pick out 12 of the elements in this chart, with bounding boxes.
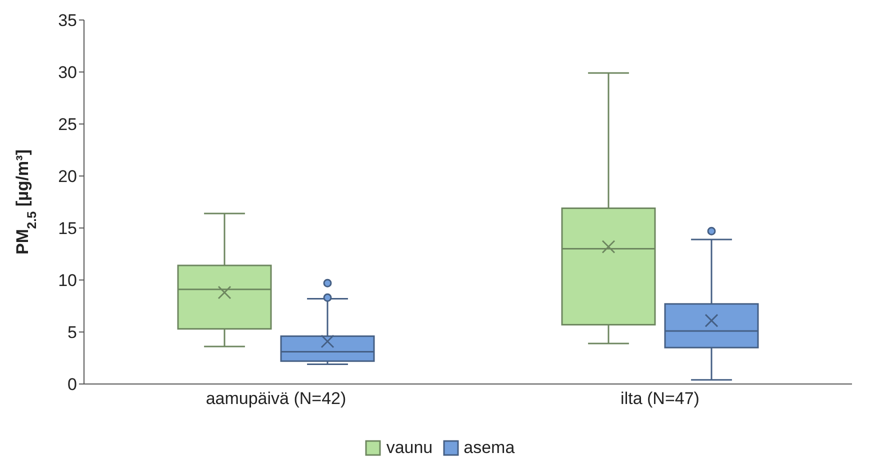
y-tick-label: 30 [58,63,77,82]
y-tick-label: 0 [68,375,77,394]
y-tick-label: 5 [68,323,77,342]
x-tick-label: aamupäivä (N=42) [206,389,346,408]
legend-label: asema [464,438,515,458]
y-tick-label: 20 [58,167,77,186]
y-tick-label: 15 [58,219,77,238]
y-tick-label: 35 [58,11,77,30]
legend-label: vaunu [386,438,433,458]
y-tick-label: 10 [58,271,77,290]
x-tick-label: ilta (N=47) [620,389,700,408]
y-tick-label: 25 [58,115,77,134]
